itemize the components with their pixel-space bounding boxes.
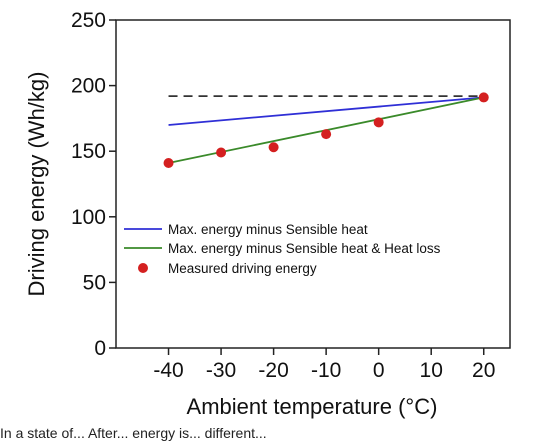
y-tick-label: 0 bbox=[94, 337, 106, 360]
x-tick-label: -20 bbox=[258, 359, 288, 382]
y-tick-label: 100 bbox=[71, 206, 106, 229]
measured-point bbox=[373, 117, 384, 128]
legend-label-sensible-heat: Max. energy minus Sensible heat bbox=[168, 222, 368, 237]
measured-point bbox=[268, 142, 279, 153]
y-tick-label: 200 bbox=[71, 75, 106, 98]
y-tick-label: 150 bbox=[71, 140, 106, 163]
x-tick-label: -40 bbox=[153, 359, 183, 382]
measured-point bbox=[163, 158, 174, 169]
y-axis: 0 50 100 150 200 250 bbox=[71, 9, 116, 360]
chart: 0 50 100 150 200 250 -40 -30 -20 -10 0 10 20 Ambien… bbox=[24, 9, 511, 419]
x-tick-label: -10 bbox=[311, 359, 341, 382]
x-axis-title: Ambient temperature (°C) bbox=[187, 394, 438, 419]
legend-swatch-red-dot bbox=[138, 263, 148, 273]
y-axis-title: Driving energy (Wh/kg) bbox=[24, 72, 49, 297]
legend-label-heat-loss: Max. energy minus Sensible heat & Heat l… bbox=[168, 241, 441, 256]
x-tick-label: 20 bbox=[472, 359, 495, 382]
series-line-0 bbox=[168, 96, 484, 126]
plot-area bbox=[115, 19, 511, 349]
legend-label-measured: Measured driving energy bbox=[168, 261, 317, 276]
measured-point bbox=[478, 92, 489, 103]
measured-point bbox=[321, 129, 332, 140]
series-layer bbox=[163, 92, 489, 169]
y-tick-label: 50 bbox=[83, 271, 106, 294]
x-tick-label: 0 bbox=[373, 359, 385, 382]
x-tick-label: -30 bbox=[206, 359, 236, 382]
x-axis: -40 -30 -20 -10 0 10 20 bbox=[153, 348, 495, 382]
legend: Max. energy minus Sensible heat Max. ene… bbox=[124, 222, 441, 276]
x-tick-label: 10 bbox=[420, 359, 443, 382]
caption: In a state of... After... energy is... d… bbox=[0, 425, 267, 441]
y-tick-label: 250 bbox=[71, 9, 106, 32]
measured-point bbox=[216, 147, 227, 158]
